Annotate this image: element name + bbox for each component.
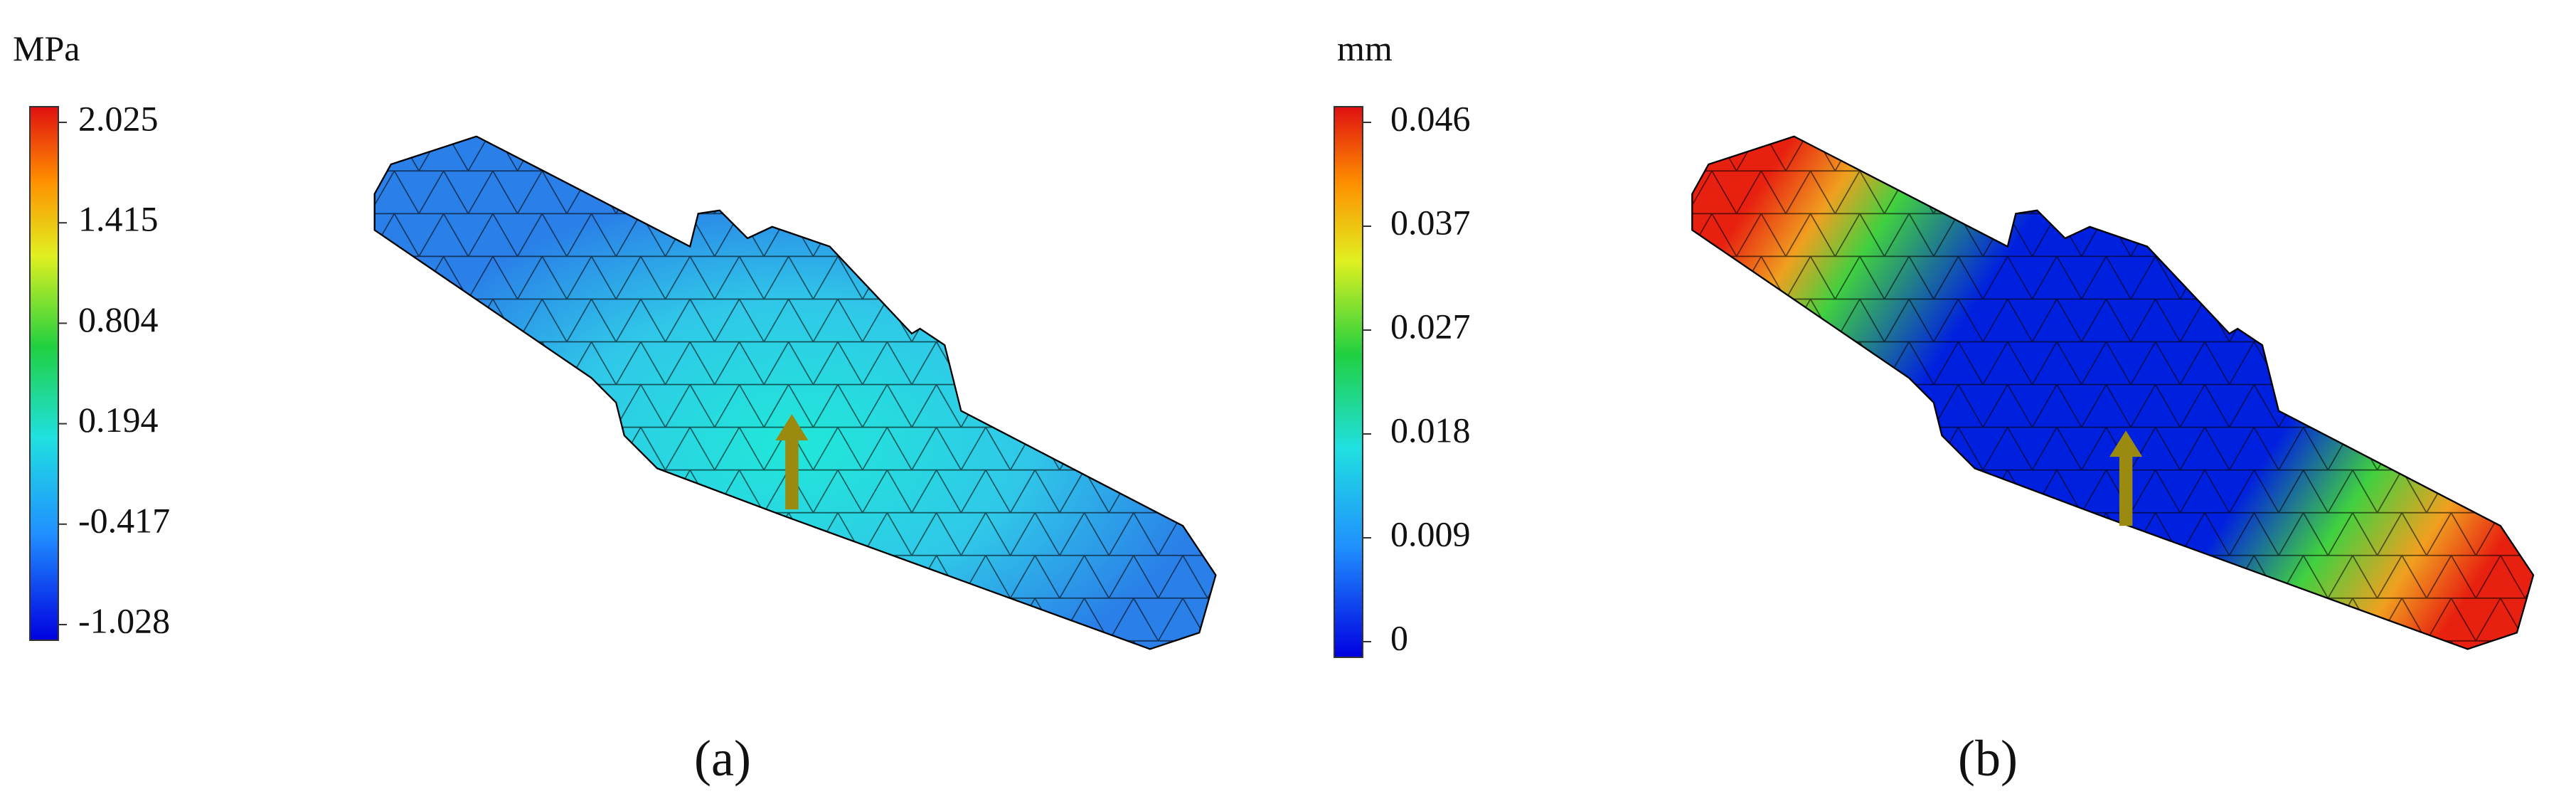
colorbar-tick-label: 0.018 — [1390, 410, 1471, 450]
colorbar-tick-label: 2.025 — [78, 98, 159, 138]
unit-label: mm — [1337, 28, 1393, 68]
colorbar-tick-label: 0.009 — [1390, 514, 1471, 553]
part-a — [373, 135, 1217, 650]
part-b — [1691, 135, 2535, 650]
colorbar-tick-label: 1.415 — [78, 199, 159, 239]
panels: MPa 2.025 1.415 0.804 0.194 -0.417 -1.028 (a) mm… — [13, 28, 2018, 787]
colorbar — [29, 106, 59, 641]
colorbar-tick-label: 0.037 — [1390, 202, 1471, 242]
panel-label: (a) — [694, 730, 751, 787]
colorbar-tick-label: 0 — [1390, 617, 1408, 657]
colorbar-tick-label: -0.417 — [78, 500, 170, 540]
colorbar — [1334, 106, 1363, 658]
colorbar-tick-label: -1.028 — [78, 600, 170, 640]
colorbar-tick-label: 0.027 — [1390, 306, 1471, 346]
unit-label: MPa — [13, 28, 80, 68]
colorbar-tick-label: 0.194 — [78, 400, 159, 440]
colorbar-tick-label: 0.046 — [1390, 98, 1471, 138]
panel-label: (b) — [1958, 730, 2018, 787]
colorbar-tick-label: 0.804 — [78, 299, 159, 339]
